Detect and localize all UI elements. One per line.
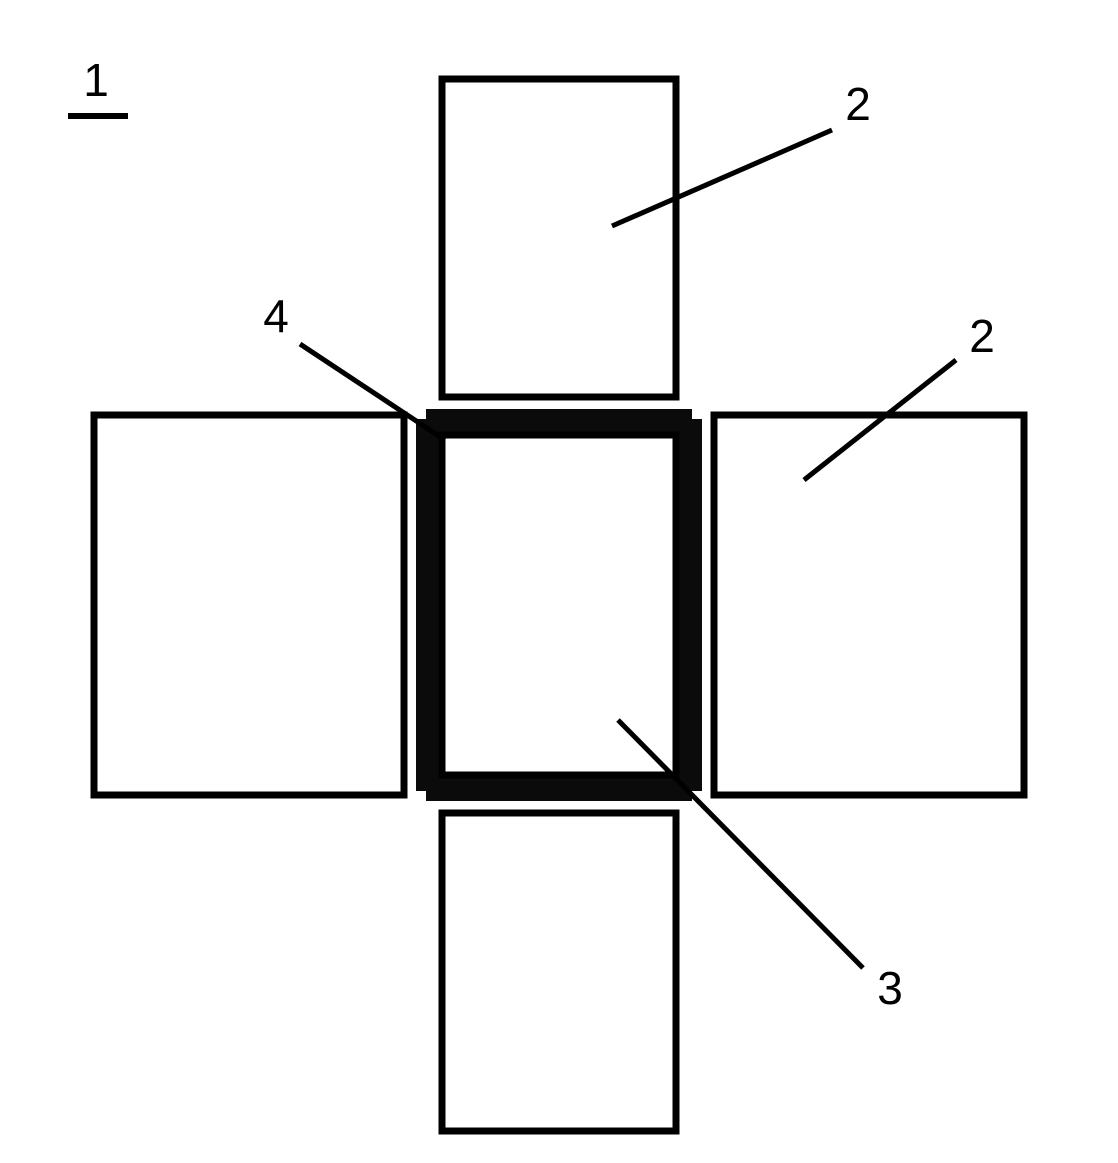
leader-line (618, 720, 863, 968)
label-text: 2 (969, 310, 995, 362)
arm-right (714, 415, 1024, 795)
label-3: 3 (618, 720, 903, 1014)
label-text: 4 (263, 290, 289, 342)
label-1: 1 (68, 54, 128, 116)
label-2_right: 2 (804, 310, 995, 480)
frame-bar-top (426, 409, 692, 435)
frame-bar-bottom (426, 775, 692, 801)
label-text: 2 (845, 78, 871, 130)
arm-top (442, 79, 676, 397)
arm-bottom (442, 813, 676, 1131)
label-text: 3 (877, 962, 903, 1014)
frame-bar-left (416, 419, 442, 791)
leader-line (300, 344, 445, 440)
leader-line (804, 360, 956, 480)
label-text: 1 (83, 54, 109, 106)
center-frame (416, 409, 702, 801)
frame-bar-right (676, 419, 702, 791)
center-rect (442, 435, 676, 775)
arm-left (94, 415, 404, 795)
label-2_top: 2 (612, 78, 871, 226)
leader-line (612, 130, 832, 226)
